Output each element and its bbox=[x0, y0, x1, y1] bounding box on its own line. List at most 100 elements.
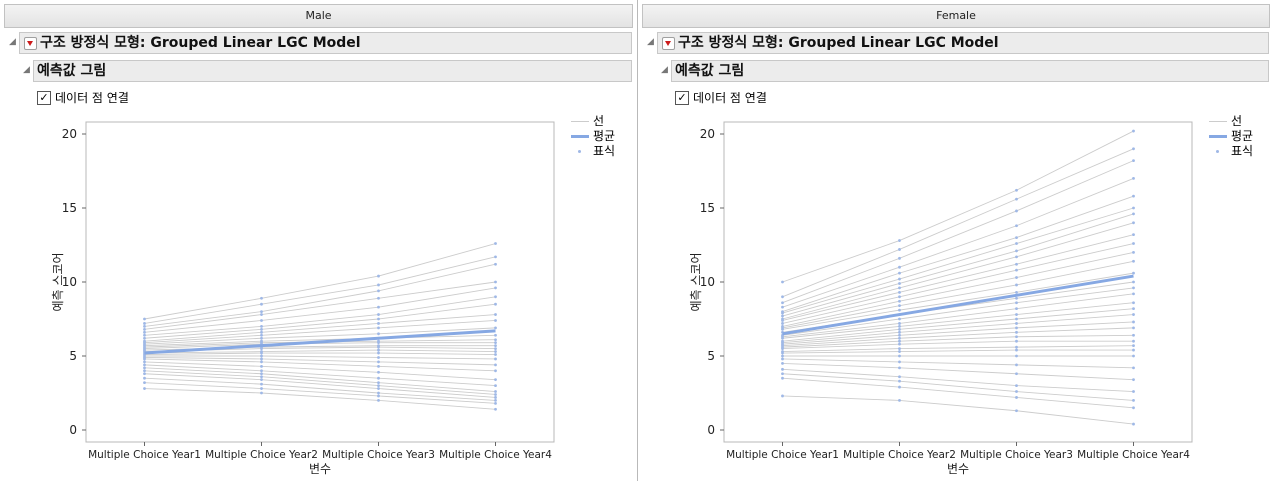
legend-item-marker: 표식 bbox=[1209, 144, 1273, 159]
data-marker bbox=[898, 277, 901, 281]
data-marker bbox=[898, 360, 901, 364]
subject-line bbox=[782, 368, 1134, 392]
data-marker bbox=[377, 332, 380, 336]
data-marker bbox=[1015, 236, 1018, 239]
connect-points-label: 데이터 점 연결 bbox=[55, 91, 129, 105]
subject-line bbox=[144, 388, 496, 410]
data-marker bbox=[143, 366, 146, 370]
data-marker bbox=[1132, 206, 1135, 210]
data-marker bbox=[781, 367, 784, 371]
subject-line bbox=[782, 327, 1134, 347]
connect-points-option[interactable]: ✓ 데이터 점 연결 bbox=[37, 90, 237, 106]
line-swatch-icon bbox=[571, 121, 589, 122]
disclosure-triangle-icon[interactable]: ◢ bbox=[23, 65, 30, 75]
red-triangle-menu-icon[interactable] bbox=[24, 37, 37, 50]
data-marker bbox=[898, 379, 901, 383]
data-marker bbox=[377, 341, 380, 345]
data-marker bbox=[260, 333, 263, 337]
data-marker bbox=[1015, 348, 1018, 352]
male-panel: Male ◢ 구조 방정식 모형: Grouped Linear LGC Mod… bbox=[0, 0, 637, 481]
connect-points-option[interactable]: ✓ 데이터 점 연결 bbox=[675, 90, 875, 106]
data-marker bbox=[377, 317, 380, 321]
data-marker bbox=[143, 381, 146, 385]
data-marker bbox=[1132, 348, 1135, 352]
connect-points-checkbox[interactable]: ✓ bbox=[675, 91, 689, 105]
data-marker bbox=[494, 326, 497, 330]
x-tick-label: Multiple Choice Year4 bbox=[1077, 449, 1190, 461]
data-marker bbox=[898, 399, 901, 402]
data-marker bbox=[260, 391, 263, 395]
red-triangle-menu-icon[interactable] bbox=[662, 37, 675, 50]
legend-mean-label: 평균 bbox=[593, 129, 616, 143]
data-marker bbox=[260, 372, 263, 376]
male-chart: 0 5 10 15 20 Multiple Choice Year1 Multiple Ch… bbox=[50, 115, 560, 480]
legend-mean-label: 평균 bbox=[1231, 129, 1254, 143]
subject-line bbox=[782, 377, 1134, 409]
data-marker bbox=[1132, 422, 1135, 426]
subject-line bbox=[782, 213, 1134, 317]
data-marker bbox=[1015, 330, 1018, 334]
data-marker bbox=[377, 391, 380, 395]
data-marker bbox=[494, 280, 497, 284]
data-marker bbox=[781, 311, 784, 315]
marker-swatch-icon bbox=[1216, 150, 1219, 153]
disclosure-triangle-icon[interactable]: ◢ bbox=[9, 37, 16, 47]
data-marker bbox=[781, 357, 784, 361]
group-header-female: Female bbox=[642, 4, 1270, 28]
report-title-bar: 구조 방정식 모형: Grouped Linear LGC Model bbox=[19, 32, 632, 54]
data-marker bbox=[143, 357, 146, 361]
subject-line bbox=[144, 357, 496, 366]
subject-line bbox=[782, 340, 1134, 350]
data-marker bbox=[494, 295, 497, 299]
subject-line bbox=[144, 370, 496, 395]
data-marker bbox=[143, 387, 146, 390]
data-marker bbox=[377, 394, 380, 398]
data-marker bbox=[1132, 292, 1135, 296]
data-marker bbox=[377, 345, 380, 349]
data-marker bbox=[377, 289, 380, 293]
data-marker bbox=[260, 313, 263, 316]
disclosure-triangle-icon[interactable]: ◢ bbox=[647, 37, 654, 47]
subject-line bbox=[144, 263, 496, 327]
data-marker bbox=[898, 290, 901, 294]
data-marker bbox=[898, 354, 901, 358]
data-marker bbox=[898, 317, 901, 321]
connect-points-checkbox[interactable]: ✓ bbox=[37, 91, 51, 105]
x-tick-label: Multiple Choice Year1 bbox=[88, 449, 201, 461]
data-marker bbox=[898, 327, 901, 331]
data-marker bbox=[1015, 390, 1018, 393]
data-marker bbox=[1132, 286, 1135, 290]
subject-line bbox=[782, 177, 1134, 308]
marker-swatch-icon bbox=[578, 150, 581, 153]
section-title: 예측값 그림 bbox=[675, 63, 745, 79]
data-marker bbox=[1015, 396, 1018, 399]
data-marker bbox=[260, 336, 263, 340]
data-marker bbox=[781, 305, 784, 309]
data-marker bbox=[260, 347, 263, 350]
disclosure-triangle-icon[interactable]: ◢ bbox=[661, 65, 668, 75]
data-marker bbox=[260, 375, 263, 379]
data-marker bbox=[494, 401, 497, 405]
subject-line bbox=[782, 395, 1134, 425]
data-marker bbox=[898, 375, 901, 379]
data-marker bbox=[898, 333, 901, 337]
y-tick-label: 10 bbox=[62, 275, 77, 289]
data-marker bbox=[1015, 372, 1018, 376]
data-marker bbox=[1132, 147, 1135, 151]
data-marker bbox=[260, 369, 263, 373]
legend-line-label: 선 bbox=[593, 114, 605, 128]
data-marker bbox=[494, 333, 497, 337]
data-marker bbox=[494, 338, 497, 342]
y-tick-label: 0 bbox=[707, 423, 715, 437]
data-marker bbox=[143, 372, 146, 376]
data-marker bbox=[494, 384, 497, 387]
subject-line bbox=[782, 260, 1134, 329]
subject-line bbox=[782, 358, 1134, 369]
subject-line bbox=[782, 272, 1134, 330]
data-marker bbox=[1015, 242, 1018, 245]
data-marker bbox=[494, 357, 497, 361]
data-marker bbox=[781, 362, 784, 365]
data-marker bbox=[898, 248, 901, 251]
data-marker bbox=[260, 357, 263, 361]
y-tick-label: 10 bbox=[700, 275, 715, 289]
